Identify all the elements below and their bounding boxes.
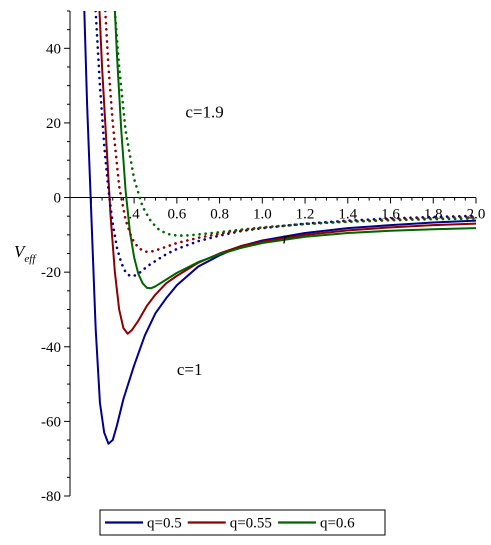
y-axis: 40 20 0 -20 -40 -60 -80 bbox=[41, 10, 71, 505]
y-tick-label: -20 bbox=[41, 265, 61, 281]
y-tick-label: -40 bbox=[41, 340, 61, 356]
legend-entry-label: q=0.6 bbox=[320, 516, 355, 532]
x-tick-label: 0.8 bbox=[210, 207, 229, 223]
y-tick-label: 20 bbox=[46, 116, 61, 132]
axis-title-layer: r Veff bbox=[14, 229, 290, 265]
x-tick-label: .4 bbox=[128, 207, 140, 223]
annotation-layer: c=1.9 c=1 bbox=[177, 102, 224, 378]
legend-entry-label: q=0.55 bbox=[230, 516, 272, 532]
x-axis: .4 0.6 0.8 1.0 1.2 1.4 1.6 1.8 2.0 bbox=[70, 197, 486, 223]
y-axis-title-main: V bbox=[14, 242, 27, 261]
y-tick-label: -80 bbox=[41, 489, 61, 505]
series-q-0-55-c-1-line bbox=[98, 11, 476, 335]
legend: q=0.5 q=0.55 q=0.6 bbox=[99, 509, 386, 536]
x-tick-label: 1.0 bbox=[253, 207, 272, 223]
x-tick-label: 2.0 bbox=[467, 207, 486, 223]
x-tick-label: 1.4 bbox=[338, 207, 357, 223]
series-q-0-5-c-1-9-line bbox=[94, 11, 476, 278]
x-tick-label: 1.2 bbox=[296, 207, 315, 223]
x-tick-label: 0.6 bbox=[167, 207, 186, 223]
x-tick-label: 1.8 bbox=[424, 207, 443, 223]
series-layer bbox=[83, 11, 476, 445]
annotation-label: c=1.9 bbox=[185, 102, 223, 121]
series-q-0-55-c-1-9-line bbox=[103, 11, 476, 253]
legend-box bbox=[99, 509, 386, 536]
annotation-label: c=1 bbox=[177, 360, 203, 379]
legend-entry-label: q=0.5 bbox=[147, 516, 182, 532]
series-q-0-5-c-1-line bbox=[83, 11, 476, 445]
x-tick-label: 1.6 bbox=[381, 207, 400, 223]
y-axis-title: Veff bbox=[14, 242, 37, 265]
y-tick-label: 0 bbox=[54, 191, 62, 207]
y-axis-title-subscript: eff bbox=[24, 253, 37, 265]
x-axis-title: r bbox=[283, 229, 290, 248]
y-tick-label: 40 bbox=[46, 41, 61, 57]
series-q-0-6-c-1-9-line bbox=[113, 11, 476, 237]
series-q-0-6-c-1-line bbox=[113, 11, 476, 290]
y-tick-label: -60 bbox=[41, 414, 61, 430]
